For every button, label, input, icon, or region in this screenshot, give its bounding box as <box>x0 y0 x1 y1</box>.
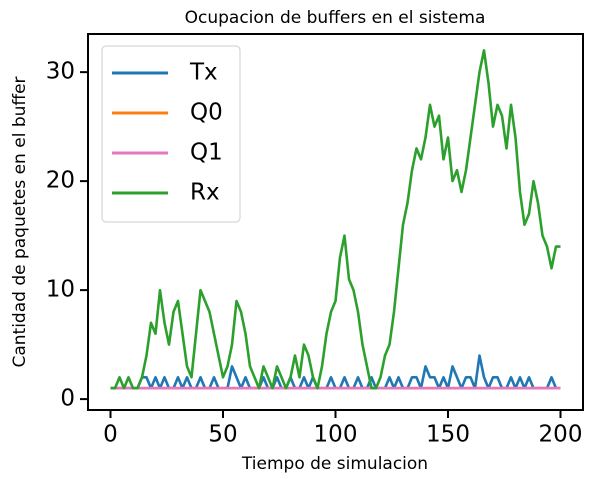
x-axis-label: Tiempo de simulacion <box>241 454 428 474</box>
x-tick-label: 50 <box>208 422 237 448</box>
legend-label: Rx <box>190 180 220 206</box>
y-tick-label: 0 <box>60 386 75 412</box>
x-tick-label: 200 <box>539 422 583 448</box>
line-series <box>110 354 561 390</box>
legend-label: Q0 <box>190 100 223 126</box>
legend-box <box>101 45 241 223</box>
legend-label: Q1 <box>190 140 223 166</box>
y-tick-label: 10 <box>46 277 75 303</box>
y-tick-label: 20 <box>46 168 75 194</box>
y-axis-label: Cantidad de paquetes en el buffer <box>10 76 30 367</box>
chart-title: Ocupacion de buffers en el sistema <box>185 8 486 28</box>
legend-label: Tx <box>189 60 218 86</box>
line-series <box>110 49 561 390</box>
x-tick-label: 0 <box>103 422 118 448</box>
x-tick-label: 100 <box>314 422 358 448</box>
x-tick-label: 150 <box>426 422 470 448</box>
y-tick-label: 30 <box>46 59 75 85</box>
